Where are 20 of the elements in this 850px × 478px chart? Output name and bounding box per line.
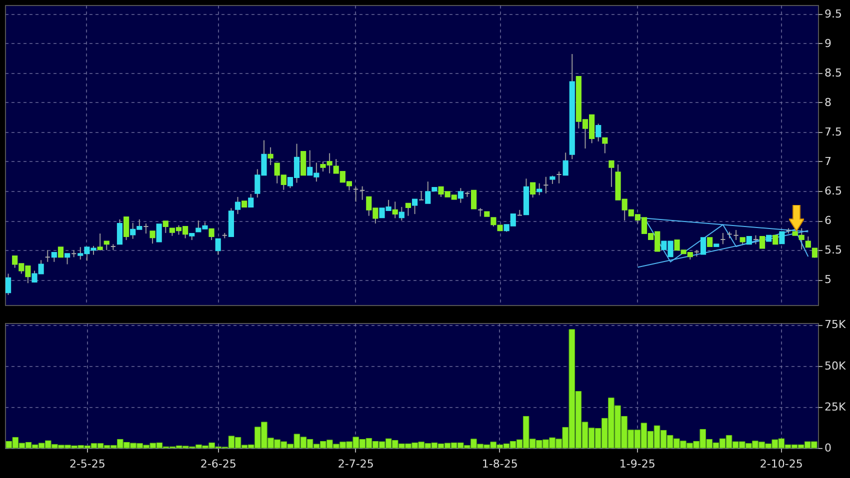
y-tick-label: 6.5 bbox=[824, 184, 842, 198]
y-tick-label: 6 bbox=[824, 214, 832, 228]
y-tick-label: 9 bbox=[824, 36, 832, 50]
y-tick-label: 5.5 bbox=[824, 244, 842, 257]
y-tick-label: 7.5 bbox=[824, 125, 842, 138]
y-tick-label: 8 bbox=[824, 96, 832, 109]
y-tick-label: 8.5 bbox=[824, 66, 842, 80]
y-tick-label: 9.5 bbox=[824, 7, 842, 20]
x-tick-label: 2-10-25 bbox=[760, 458, 803, 470]
y-tick-label: 5 bbox=[824, 273, 832, 286]
x-tick-label: 1-9-25 bbox=[619, 458, 656, 470]
y-tick-label: 7 bbox=[824, 154, 832, 168]
x-tick-label: 2-6-25 bbox=[200, 458, 236, 470]
y-tick-label: 25K bbox=[824, 400, 846, 414]
y-tick-label: 75K bbox=[824, 318, 846, 332]
y-tick-label: 50K bbox=[824, 359, 846, 372]
x-tick-label: 2-7-25 bbox=[338, 458, 374, 470]
y-tick-label: 0 bbox=[824, 442, 832, 454]
x-tick-label: 2-5-25 bbox=[69, 458, 106, 470]
x-tick-label: 1-8-25 bbox=[482, 458, 518, 470]
